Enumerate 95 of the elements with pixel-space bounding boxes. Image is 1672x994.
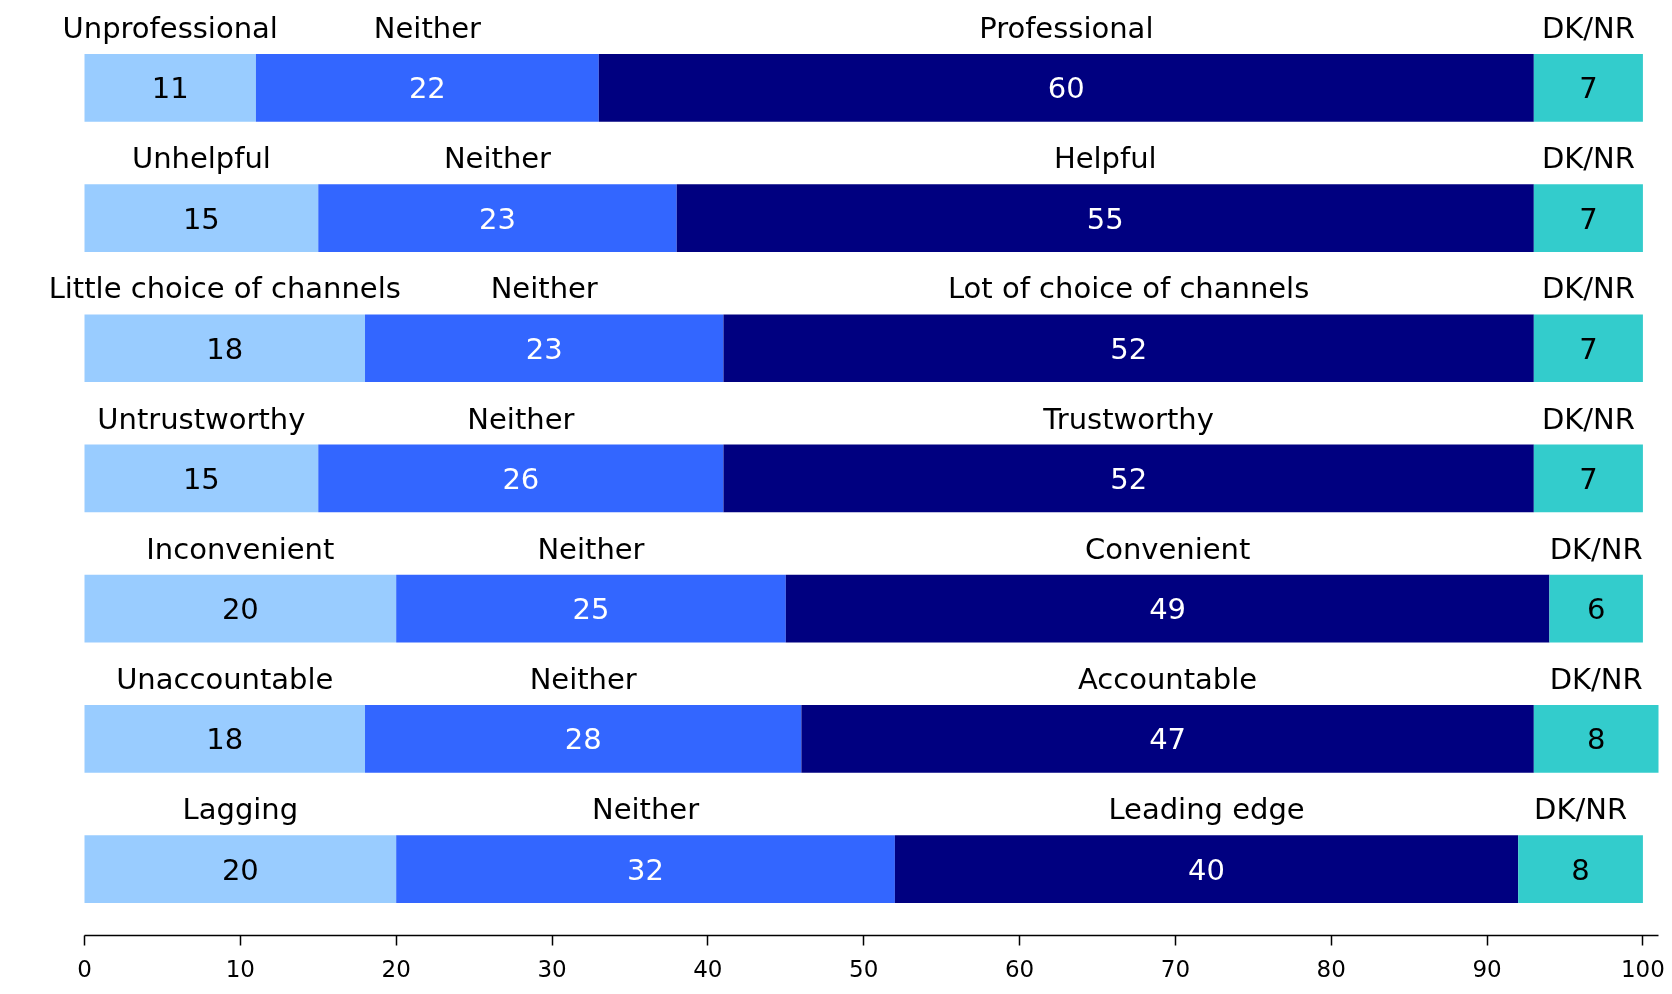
x-tick-label: 80 xyxy=(1316,955,1346,982)
annotation: Neither xyxy=(529,661,637,696)
data-label: 22 xyxy=(408,71,446,106)
data-label: 47 xyxy=(1149,722,1187,757)
annotation: Untrustworthy xyxy=(97,401,306,436)
bar xyxy=(396,574,786,643)
annotation: Unaccountable xyxy=(116,661,334,696)
data-label: 52 xyxy=(1110,461,1148,496)
data-label: 11 xyxy=(151,71,189,106)
bar xyxy=(84,314,366,383)
annotation: Helpful xyxy=(1053,141,1157,176)
data-label: 25 xyxy=(572,592,610,627)
x-tick-label: 10 xyxy=(225,955,255,982)
annotation: Professional xyxy=(979,10,1154,45)
data-label: 7 xyxy=(1579,461,1598,496)
data-label: 8 xyxy=(1571,852,1590,887)
annotation: Leading edge xyxy=(1108,792,1305,827)
bar xyxy=(84,835,397,903)
bar xyxy=(1533,53,1643,122)
data-label: 15 xyxy=(182,201,220,236)
bar xyxy=(1533,705,1659,773)
data-label: 15 xyxy=(182,461,220,496)
data-label: 6 xyxy=(1586,592,1606,627)
data-label: 7 xyxy=(1579,331,1598,366)
annotation: DK/NR xyxy=(1549,661,1643,696)
data-label: 18 xyxy=(206,722,244,757)
bar xyxy=(84,184,319,252)
data-label: 28 xyxy=(564,722,602,757)
bar xyxy=(396,835,895,903)
bar xyxy=(801,705,1534,773)
bar xyxy=(1549,574,1643,643)
annotation: Unprofessional xyxy=(62,10,278,45)
annotation: Neither xyxy=(591,792,700,827)
bar xyxy=(318,184,677,252)
bar xyxy=(723,314,1534,383)
x-tick-label: 70 xyxy=(1160,955,1191,982)
x-tick-label: 90 xyxy=(1472,955,1502,982)
bar xyxy=(1533,184,1643,252)
x-tick-label: 30 xyxy=(537,955,567,982)
annotation: Neither xyxy=(467,401,575,436)
data-label: 23 xyxy=(479,201,516,236)
annotation: DK/NR xyxy=(1549,531,1643,566)
annotation: Neither xyxy=(373,10,481,45)
data-label: 55 xyxy=(1086,201,1124,236)
data-label: 18 xyxy=(206,331,244,366)
bar xyxy=(676,184,1534,252)
bar xyxy=(1533,444,1643,513)
annotation: DK/NR xyxy=(1541,401,1635,436)
bar xyxy=(598,53,1534,122)
bar xyxy=(365,314,724,383)
data-label: 60 xyxy=(1047,71,1085,106)
bar xyxy=(84,705,366,773)
bar xyxy=(84,444,319,513)
annotation: Lot of choice of channels xyxy=(947,271,1310,306)
bar xyxy=(318,444,724,513)
x-tick-label: 40 xyxy=(693,955,723,982)
bar xyxy=(84,53,256,122)
x-tick-label: 60 xyxy=(1004,955,1035,982)
bar xyxy=(365,705,802,773)
data-label: 49 xyxy=(1149,592,1187,627)
data-label: 20 xyxy=(221,852,259,887)
annotation: Convenient xyxy=(1084,531,1251,566)
annotation: DK/NR xyxy=(1534,792,1628,827)
annotation: Neither xyxy=(443,141,552,176)
data-label: 52 xyxy=(1110,331,1148,366)
bar xyxy=(84,574,397,643)
annotation: Lagging xyxy=(182,792,299,827)
data-label: 7 xyxy=(1579,71,1598,106)
x-tick-label: 0 xyxy=(77,955,92,982)
annotation: DK/NR xyxy=(1541,271,1635,306)
annotation: Little choice of channels xyxy=(48,271,401,306)
data-label: 32 xyxy=(627,852,664,887)
annotation: Accountable xyxy=(1078,661,1258,696)
bar xyxy=(785,574,1550,643)
bar xyxy=(894,835,1519,903)
data-label: 26 xyxy=(502,461,540,496)
annotation: Unhelpful xyxy=(131,141,271,176)
data-label: 20 xyxy=(221,592,259,627)
x-tick-label: 20 xyxy=(381,955,411,982)
annotation: Trustworthy xyxy=(1042,401,1214,436)
bar xyxy=(1518,835,1643,903)
bar xyxy=(723,444,1534,513)
data-label: 8 xyxy=(1586,722,1606,757)
data-label: 40 xyxy=(1188,852,1226,887)
data-label: 23 xyxy=(525,331,563,366)
x-tick-label: 50 xyxy=(849,955,879,982)
bar xyxy=(1533,314,1643,383)
data-label: 7 xyxy=(1579,201,1598,236)
annotation: Neither xyxy=(537,531,645,566)
annotation: DK/NR xyxy=(1541,10,1635,45)
annotation: DK/NR xyxy=(1541,141,1635,176)
annotation: Inconvenient xyxy=(146,531,335,566)
x-tick-label: 100 xyxy=(1620,955,1665,982)
bar xyxy=(255,53,599,122)
annotation: Neither xyxy=(490,271,598,306)
